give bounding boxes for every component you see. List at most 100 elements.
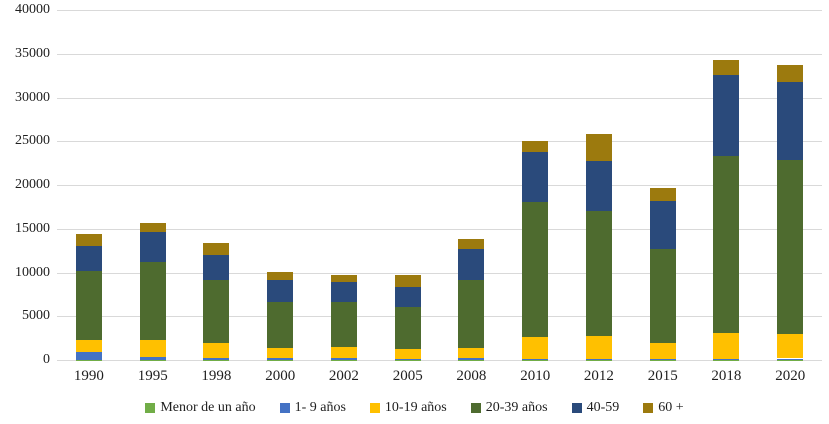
- bar-segment: [777, 334, 804, 359]
- legend-label: 20-39 años: [485, 400, 548, 415]
- y-axis-tick-label: 15000: [15, 220, 50, 236]
- bar-segment: [649, 200, 676, 249]
- x-axis-tick-label: 2000: [265, 368, 296, 384]
- bar-segment: [75, 233, 102, 247]
- bar-segment: [267, 347, 294, 358]
- bar-segment: [458, 279, 485, 349]
- legend-swatch-icon: [369, 403, 380, 413]
- legend-swatch-icon: [571, 403, 582, 413]
- bar-segment: [330, 282, 357, 303]
- bar-segment: [75, 359, 102, 361]
- x-axis-tick-label: 2020: [775, 368, 806, 384]
- bar-segment: [649, 342, 676, 360]
- bar-segment: [585, 358, 612, 360]
- bar-segment: [713, 75, 740, 156]
- bar-segment: [394, 287, 421, 308]
- gridline: [57, 185, 822, 186]
- legend-item: 20-39 años: [470, 400, 548, 416]
- gridline: [57, 316, 822, 318]
- bar-segment: [522, 152, 549, 202]
- legend-label: 60 +: [658, 400, 684, 415]
- bar-segment: [585, 336, 612, 359]
- bar-segment: [458, 238, 485, 249]
- bar-segment: [267, 302, 294, 348]
- legend-swatch-icon: [145, 403, 156, 413]
- bar-segment: [203, 358, 230, 360]
- bar-segment: [713, 333, 740, 359]
- x-axis-tick-label: 2015: [647, 368, 678, 384]
- gridline: [57, 53, 822, 55]
- y-axis-tick-label: 40000: [15, 2, 50, 17]
- bar-segment: [649, 187, 676, 201]
- bar-segment: [585, 133, 612, 161]
- bar-segment: [777, 160, 804, 335]
- bar-segment: [777, 82, 804, 161]
- bar-segment: [75, 246, 102, 271]
- bar-segment: [777, 358, 804, 360]
- bar-segment: [713, 155, 740, 334]
- bar-segment: [394, 358, 421, 360]
- bar-segment: [75, 351, 102, 360]
- bar-segment: [522, 358, 549, 360]
- bar-segment: [585, 210, 612, 337]
- gridline: [57, 360, 822, 361]
- bar-segment: [203, 243, 230, 255]
- bar-segment: [713, 59, 740, 75]
- bar-segment: [267, 359, 294, 361]
- legend-swatch-icon: [470, 403, 481, 413]
- bar-segment: [330, 357, 357, 360]
- bar-segment: [649, 248, 676, 343]
- y-axis-tick-label: 5000: [22, 308, 50, 324]
- bar-segment: [139, 231, 166, 262]
- legend-item: 60 +: [643, 400, 684, 416]
- legend-swatch-icon: [279, 403, 290, 413]
- bar-segment: [139, 339, 166, 357]
- y-axis-tick-label: 10000: [15, 264, 50, 280]
- bar-segment: [585, 359, 612, 361]
- bar-segment: [394, 348, 421, 359]
- legend-item: 40-59: [571, 400, 620, 416]
- bar-segment: [649, 359, 676, 361]
- y-axis-tick-label: 25000: [15, 133, 50, 149]
- x-axis-tick-label: 2008: [456, 368, 487, 384]
- bar-segment: [267, 357, 294, 360]
- gridline: [57, 228, 822, 230]
- bar-segment: [522, 337, 549, 359]
- bar-segment: [713, 359, 740, 361]
- bar-segment: [139, 359, 166, 361]
- x-axis-tick-label: 1995: [137, 368, 168, 384]
- bar-segment: [139, 223, 166, 232]
- bar-segment: [458, 358, 485, 360]
- bar-segment: [203, 279, 230, 343]
- y-axis-tick-label: 35000: [15, 45, 50, 61]
- chart-legend: Menor de un año 1- 9 años 10-19 años 20-39 …: [0, 400, 829, 416]
- bar-segment: [394, 359, 421, 361]
- bar-segment: [458, 248, 485, 280]
- bar-segment: [522, 201, 549, 338]
- bar-segment: [139, 356, 166, 360]
- x-axis-tick-label: 1990: [73, 368, 104, 384]
- legend-label: 40-59: [586, 400, 620, 415]
- bar-segment: [330, 359, 357, 361]
- legend-item: Menor de un año: [145, 400, 256, 416]
- bar-segment: [139, 262, 166, 340]
- bar-segment: [203, 342, 230, 359]
- bar-segment: [777, 359, 804, 361]
- bar-segment: [267, 272, 294, 281]
- legend-label: 1- 9 años: [294, 400, 346, 415]
- legend-item: 10-19 años: [369, 400, 447, 416]
- gridline: [57, 141, 822, 143]
- x-axis-tick-label: 2010: [520, 368, 551, 384]
- bar-segment: [394, 307, 421, 349]
- gridline: [57, 97, 822, 99]
- bar-segment: [330, 274, 357, 283]
- x-axis-tick-label: 1998: [201, 368, 232, 384]
- y-axis-tick-label: 20000: [15, 177, 50, 192]
- bar-segment: [585, 160, 612, 211]
- x-axis-tick-label: 2018: [711, 368, 742, 384]
- y-axis-tick-label: 30000: [15, 89, 50, 105]
- bar-segment: [394, 275, 421, 288]
- x-axis-tick-label: 2012: [583, 368, 614, 384]
- bar-segment: [458, 359, 485, 361]
- legend-swatch-icon: [643, 403, 654, 413]
